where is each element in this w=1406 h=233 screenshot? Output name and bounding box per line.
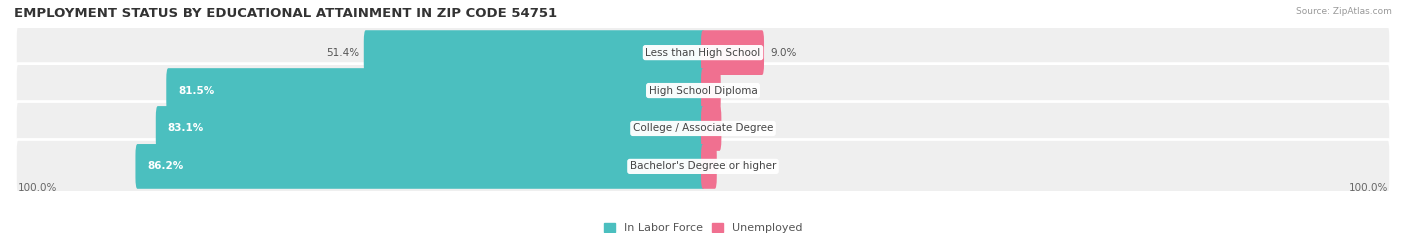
Text: 86.2%: 86.2% bbox=[148, 161, 184, 171]
Text: Less than High School: Less than High School bbox=[645, 48, 761, 58]
FancyBboxPatch shape bbox=[135, 144, 704, 189]
Text: 83.1%: 83.1% bbox=[167, 123, 204, 134]
Text: 51.4%: 51.4% bbox=[326, 48, 359, 58]
Text: 100.0%: 100.0% bbox=[1350, 183, 1389, 193]
FancyBboxPatch shape bbox=[15, 140, 1391, 193]
Text: 1.8%: 1.8% bbox=[723, 161, 749, 171]
Text: 100.0%: 100.0% bbox=[17, 183, 56, 193]
Legend: In Labor Force, Unemployed: In Labor Force, Unemployed bbox=[599, 219, 807, 233]
FancyBboxPatch shape bbox=[702, 106, 721, 151]
Text: Bachelor's Degree or higher: Bachelor's Degree or higher bbox=[630, 161, 776, 171]
FancyBboxPatch shape bbox=[15, 64, 1391, 117]
Text: 81.5%: 81.5% bbox=[179, 86, 214, 96]
FancyBboxPatch shape bbox=[702, 30, 763, 75]
Text: High School Diploma: High School Diploma bbox=[648, 86, 758, 96]
Text: 9.0%: 9.0% bbox=[770, 48, 796, 58]
FancyBboxPatch shape bbox=[15, 102, 1391, 155]
FancyBboxPatch shape bbox=[156, 106, 704, 151]
FancyBboxPatch shape bbox=[702, 68, 721, 113]
Text: College / Associate Degree: College / Associate Degree bbox=[633, 123, 773, 134]
Text: 2.5%: 2.5% bbox=[727, 123, 754, 134]
FancyBboxPatch shape bbox=[702, 144, 717, 189]
Text: EMPLOYMENT STATUS BY EDUCATIONAL ATTAINMENT IN ZIP CODE 54751: EMPLOYMENT STATUS BY EDUCATIONAL ATTAINM… bbox=[14, 7, 557, 20]
FancyBboxPatch shape bbox=[15, 26, 1391, 79]
Text: Source: ZipAtlas.com: Source: ZipAtlas.com bbox=[1296, 7, 1392, 16]
FancyBboxPatch shape bbox=[166, 68, 704, 113]
FancyBboxPatch shape bbox=[364, 30, 704, 75]
Text: 2.4%: 2.4% bbox=[727, 86, 754, 96]
